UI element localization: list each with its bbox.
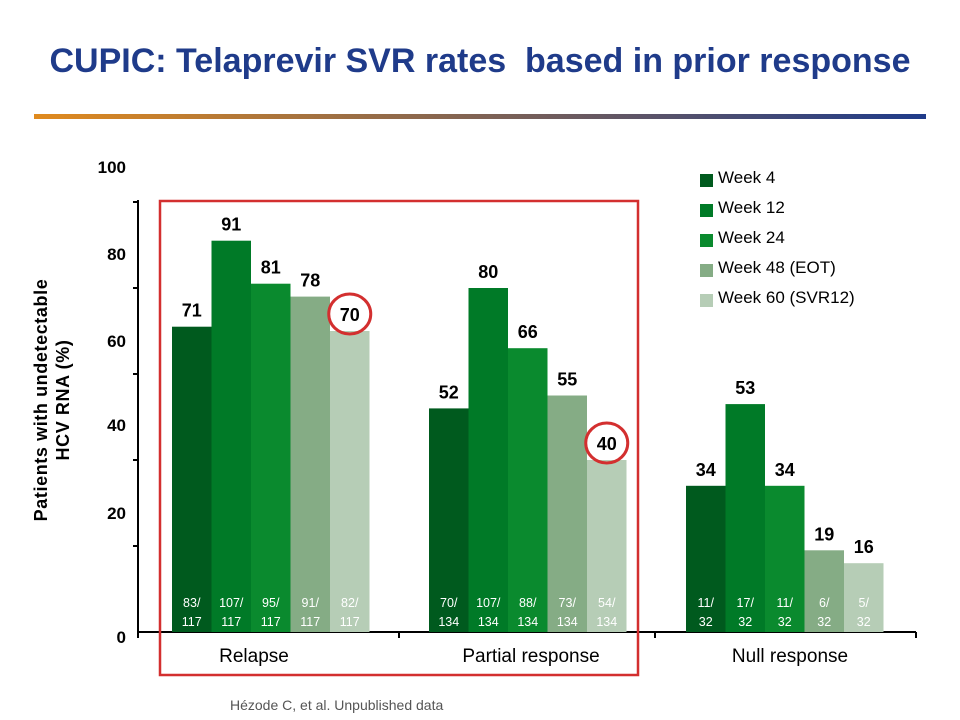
y-tick-label: 40 <box>107 416 126 435</box>
highlight-box <box>158 199 640 677</box>
bar-value-label: 55 <box>557 370 577 390</box>
bar-fraction-numerator: 11/ <box>777 596 794 610</box>
bar <box>330 331 370 632</box>
y-tick-label: 100 <box>98 158 126 177</box>
bar <box>172 326 212 632</box>
bar <box>804 550 844 632</box>
y-tick-label: 20 <box>107 504 126 523</box>
bar <box>290 296 330 632</box>
highlight-circle <box>327 292 373 336</box>
bar <box>844 563 884 632</box>
legend-swatch <box>700 174 713 187</box>
bar <box>468 288 508 632</box>
legend-swatch <box>700 294 713 307</box>
bar-fraction-numerator: 5/ <box>859 596 870 610</box>
bar-fraction-numerator: 107/ <box>219 596 244 610</box>
bar-fraction-denominator: 134 <box>517 615 538 629</box>
bar-fraction-denominator: 117 <box>261 615 281 629</box>
bar-value-label: 66 <box>518 322 538 342</box>
x-category-label: Null response <box>732 646 848 667</box>
bar-fraction-numerator: 82/ <box>341 596 359 610</box>
bar-fraction-numerator: 6/ <box>819 596 830 610</box>
legend-label: Week 48 (EOT) <box>718 258 836 277</box>
bar-fraction-denominator: 117 <box>221 615 241 629</box>
bar-value-label: 91 <box>221 215 241 235</box>
y-axis-label-line-1: Patients with undetectable <box>31 278 51 522</box>
bar-fraction-numerator: 88/ <box>519 596 537 610</box>
bar-fraction-numerator: 54/ <box>598 596 616 610</box>
bar-fraction-numerator: 17/ <box>737 596 755 610</box>
bar <box>211 240 251 632</box>
bar-fraction-numerator: 91/ <box>302 596 320 610</box>
y-axis-label-line-2: HCV RNA (%) <box>53 339 73 461</box>
bar <box>686 485 726 632</box>
y-tick-label: 0 <box>117 628 126 647</box>
bar-value-label: 16 <box>854 537 874 557</box>
bar-fraction-numerator: 70/ <box>440 596 458 610</box>
bar-fraction-denominator: 32 <box>817 615 831 629</box>
bar-fraction-denominator: 32 <box>738 615 752 629</box>
bar-fraction-denominator: 117 <box>182 615 202 629</box>
bar <box>587 460 627 632</box>
bar-value-label: 40 <box>597 434 617 454</box>
bar-value-label: 19 <box>814 524 834 544</box>
bar-fraction-denominator: 134 <box>596 615 617 629</box>
bar-fraction-denominator: 117 <box>300 615 320 629</box>
bar-value-label: 53 <box>735 378 755 398</box>
bar-value-label: 78 <box>300 271 320 291</box>
bar-value-label: 34 <box>696 460 716 480</box>
bar-fraction-denominator: 134 <box>438 615 459 629</box>
bar-value-label: 52 <box>439 382 459 402</box>
bar-fraction-numerator: 95/ <box>262 596 280 610</box>
bar-value-label: 81 <box>261 258 281 278</box>
bar-fraction-numerator: 73/ <box>559 596 577 610</box>
bar-fraction-denominator: 134 <box>557 615 578 629</box>
title-underline <box>34 114 926 119</box>
slide-title: CUPIC: Telaprevir SVR rates based in pri… <box>49 42 911 80</box>
bar <box>765 485 805 632</box>
x-category-label: Partial response <box>462 646 599 667</box>
y-tick-label: 60 <box>107 332 126 351</box>
legend-label: Week 60 (SVR12) <box>718 288 855 307</box>
bar-value-label: 70 <box>340 305 360 325</box>
bar-fraction-numerator: 107/ <box>476 596 501 610</box>
legend-label: Week 24 <box>718 228 785 247</box>
highlight-circle <box>584 421 630 465</box>
bar-value-label: 34 <box>775 460 795 480</box>
y-tick-label: 80 <box>107 245 126 264</box>
bar-fraction-numerator: 11/ <box>698 596 715 610</box>
bar-fraction-denominator: 32 <box>778 615 792 629</box>
bar-fraction-denominator: 32 <box>699 615 713 629</box>
bar <box>251 283 291 632</box>
bar-fraction-numerator: 83/ <box>183 596 201 610</box>
y-axis-label: Patients with undetectable HCV RNA (%) <box>30 200 74 600</box>
bar-fraction-denominator: 32 <box>857 615 871 629</box>
bar <box>508 348 548 632</box>
x-category-label: Relapse <box>219 646 289 667</box>
bar-value-label: 71 <box>182 301 202 321</box>
bar-value-label: 80 <box>478 262 498 282</box>
source-citation: Hézode C, et al. Unpublished data <box>230 697 444 713</box>
bar-fraction-denominator: 134 <box>478 615 499 629</box>
legend-swatch <box>700 234 713 247</box>
bar <box>547 395 587 632</box>
legend-label: Week 12 <box>718 198 785 217</box>
bar <box>429 408 469 632</box>
legend-swatch <box>700 264 713 277</box>
legend-swatch <box>700 204 713 217</box>
bar-fraction-denominator: 117 <box>340 615 360 629</box>
bar <box>725 404 765 632</box>
legend-label: Week 4 <box>718 168 776 187</box>
